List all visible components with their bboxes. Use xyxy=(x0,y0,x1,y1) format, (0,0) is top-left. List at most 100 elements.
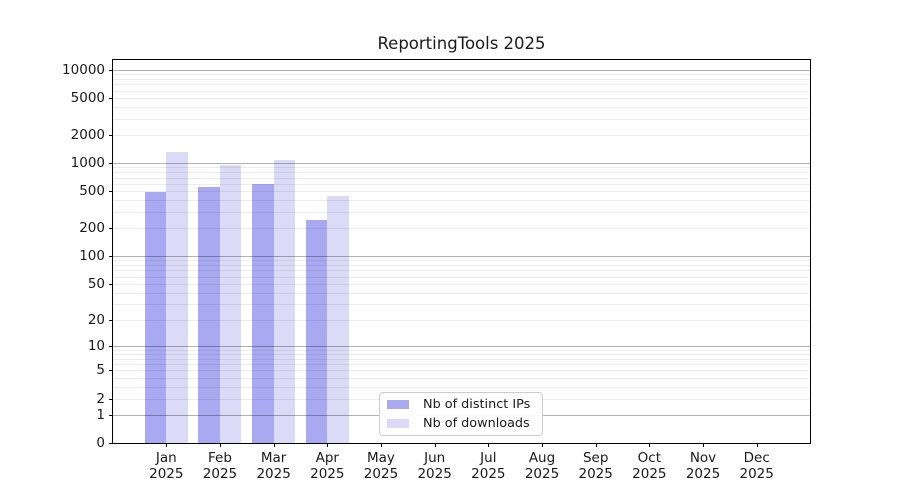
gridline-minor xyxy=(113,74,810,76)
gridline-major xyxy=(113,256,810,258)
legend-label: Nb of downloads xyxy=(423,416,530,431)
gridline-minor xyxy=(113,303,810,305)
legend-item: Nb of downloads xyxy=(387,416,542,431)
gridline-minor xyxy=(113,270,810,272)
x-tick-label: Nov 2025 xyxy=(685,450,721,482)
y-tick-mark xyxy=(109,319,113,321)
y-tick-mark xyxy=(109,69,113,71)
gridline-minor xyxy=(113,84,810,86)
x-tick-label: Apr 2025 xyxy=(310,450,345,482)
y-tick-mark xyxy=(109,414,113,416)
x-tick-label: Oct 2025 xyxy=(632,450,667,482)
legend-swatch xyxy=(387,400,409,409)
gridline-minor xyxy=(113,276,810,278)
x-tick-mark xyxy=(649,443,651,447)
gridline-minor xyxy=(113,172,810,174)
y-tick-label: 2000 xyxy=(70,127,105,144)
y-tick-mark xyxy=(109,345,113,347)
bar-nb-of-distinct-ips xyxy=(144,191,167,443)
gridline-minor xyxy=(113,354,810,356)
gridline-minor xyxy=(113,98,810,100)
y-tick-label: 10 xyxy=(87,337,105,354)
gridline-major xyxy=(113,163,810,165)
x-tick-mark xyxy=(703,443,705,447)
x-tick-label: Feb 2025 xyxy=(202,450,238,482)
x-tick-label: May 2025 xyxy=(363,450,399,482)
gridline-minor xyxy=(113,386,810,388)
y-tick-mark xyxy=(109,283,113,285)
x-tick-label: Dec 2025 xyxy=(739,450,774,482)
legend-item: Nb of distinct IPs xyxy=(387,397,542,412)
bar-nb-of-distinct-ips xyxy=(305,220,328,443)
x-tick-label: Jul 2025 xyxy=(471,450,506,482)
x-tick-label: Mar 2025 xyxy=(256,450,291,482)
gridline-minor xyxy=(113,90,810,92)
y-tick-mark xyxy=(109,398,113,400)
bar-nb-of-downloads xyxy=(273,160,296,443)
gridline-minor xyxy=(113,265,810,267)
gridline-minor xyxy=(113,107,810,109)
x-tick-label: Aug 2025 xyxy=(524,450,560,482)
bar-nb-of-downloads xyxy=(327,196,349,443)
bar-nb-of-distinct-ips xyxy=(198,187,220,443)
x-tick-mark xyxy=(595,443,597,447)
gridline-minor xyxy=(113,370,810,372)
gridline-minor xyxy=(113,167,810,169)
x-tick-mark xyxy=(434,443,436,447)
bar-nb-of-downloads xyxy=(166,151,188,443)
y-tick-label: 100 xyxy=(79,248,105,265)
x-tick-mark xyxy=(166,443,168,447)
gridline-minor xyxy=(113,377,810,379)
gridline-minor xyxy=(113,177,810,179)
gridline-major xyxy=(113,345,810,347)
gridline-minor xyxy=(113,364,810,366)
chart-title: ReportingTools 2025 xyxy=(377,34,546,53)
gridline-minor xyxy=(113,118,810,120)
x-tick-label: Jan 2025 xyxy=(149,450,184,482)
legend-label: Nb of distinct IPs xyxy=(423,397,531,412)
y-tick-label: 1 xyxy=(96,406,105,423)
gridline-minor xyxy=(113,260,810,262)
x-tick-label: Sep 2025 xyxy=(578,450,613,482)
gridline-major xyxy=(113,69,810,71)
gridline-minor xyxy=(113,191,810,193)
gridline-minor xyxy=(113,135,810,137)
y-tick-mark xyxy=(109,98,113,100)
y-tick-mark xyxy=(109,256,113,258)
gridline-minor xyxy=(113,79,810,81)
x-tick-mark xyxy=(542,443,543,447)
y-tick-mark xyxy=(109,443,113,444)
x-tick-mark xyxy=(219,443,221,447)
y-tick-label: 200 xyxy=(79,220,105,237)
y-tick-mark xyxy=(109,228,113,230)
y-tick-label: 20 xyxy=(87,311,105,328)
legend-swatch xyxy=(387,419,409,428)
x-tick-mark xyxy=(756,443,758,447)
bar-nb-of-downloads xyxy=(219,164,242,443)
y-tick-label: 1000 xyxy=(70,155,105,172)
gridline-minor xyxy=(113,358,810,360)
x-tick-mark xyxy=(380,443,382,447)
gridline-minor xyxy=(113,183,810,185)
y-tick-mark xyxy=(109,135,113,137)
gridline-minor xyxy=(113,319,810,321)
x-tick-mark xyxy=(488,443,490,447)
x-tick-mark xyxy=(273,443,275,447)
gridline-minor xyxy=(113,283,810,285)
gridline-minor xyxy=(113,228,810,230)
y-tick-mark xyxy=(109,370,113,372)
gridline-minor xyxy=(113,292,810,294)
legend: Nb of distinct IPs Nb of downloads xyxy=(379,392,543,436)
bar-nb-of-distinct-ips xyxy=(252,183,274,443)
plot-area xyxy=(112,59,811,444)
x-tick-mark xyxy=(327,443,329,447)
y-tick-mark xyxy=(109,163,113,165)
y-tick-label: 500 xyxy=(79,183,105,200)
y-tick-label: 2 xyxy=(96,390,105,407)
y-tick-mark xyxy=(109,191,113,193)
y-tick-label: 10000 xyxy=(62,61,105,78)
x-tick-label: Jun 2025 xyxy=(417,450,452,482)
y-tick-label: 5000 xyxy=(70,90,105,107)
y-tick-label: 5 xyxy=(96,362,105,379)
